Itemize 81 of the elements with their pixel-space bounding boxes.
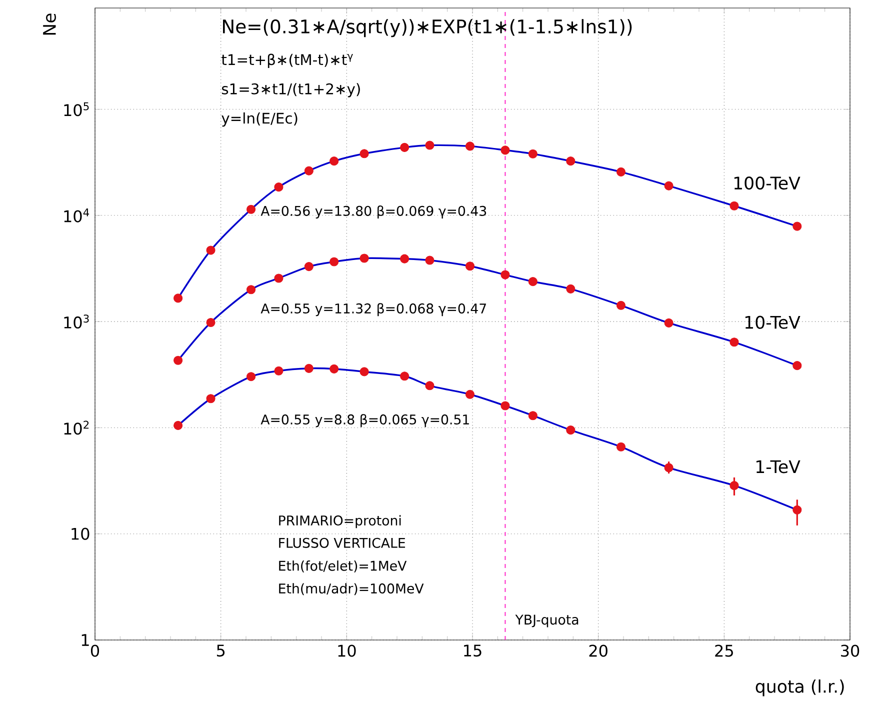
- point: [174, 421, 183, 430]
- point: [246, 372, 256, 382]
- annotation: s1=3∗t1/(t1+2∗y): [222, 83, 360, 98]
- annotation: FLUSSO VERTICALE: [279, 538, 406, 548]
- series-label: 100-TeV: [734, 176, 800, 190]
- annotation: Ne=(0.31∗A/sqrt(y))∗EXP(t1∗(1-1.5∗lns1)): [223, 19, 632, 38]
- x-tick-label: 30: [841, 644, 860, 657]
- point: [792, 361, 802, 370]
- y-tick-label: 10: [72, 528, 90, 540]
- point: [664, 181, 674, 191]
- point: [400, 143, 410, 152]
- point: [174, 356, 183, 366]
- x-axis-title: quota (l.r.): [756, 680, 844, 696]
- point: [425, 140, 434, 150]
- x-tick-label: 25: [715, 644, 733, 657]
- point: [330, 364, 339, 374]
- y-tick-label: 10$^{4}$: [64, 208, 90, 222]
- point: [500, 401, 510, 410]
- point: [465, 262, 475, 271]
- point: [360, 149, 369, 158]
- annotation: PRIMARIO=protoni: [279, 515, 401, 528]
- point: [400, 254, 410, 264]
- point: [500, 146, 510, 155]
- annotation: A=0.55 y=11.32 β=0.068 γ=0.47: [260, 303, 486, 316]
- point: [566, 284, 576, 294]
- point: [425, 256, 434, 265]
- point: [616, 301, 626, 310]
- y-tick-label: 1: [82, 634, 89, 646]
- point: [500, 270, 510, 280]
- ref-line-label: YBJ-quota: [515, 614, 578, 628]
- point: [246, 285, 256, 294]
- point: [360, 254, 369, 263]
- point: [528, 277, 538, 286]
- point: [792, 222, 802, 231]
- point: [465, 142, 475, 151]
- annotation: t1=t+β∗(tM-t)∗t$^{γ}$: [222, 54, 353, 68]
- point: [792, 506, 802, 515]
- annotation: Eth(mu/adr)=100MeV: [279, 583, 424, 596]
- point: [566, 156, 576, 166]
- point: [330, 156, 339, 166]
- annotation: Eth(fot/elet)=1MeV: [279, 560, 407, 573]
- point: [664, 463, 674, 472]
- point: [206, 246, 216, 255]
- point: [730, 338, 739, 347]
- point: [274, 274, 284, 283]
- point: [274, 366, 284, 376]
- point: [616, 442, 626, 452]
- point: [206, 318, 216, 328]
- point: [330, 257, 339, 266]
- y-tick-label: 10$^{2}$: [64, 420, 89, 435]
- point: [566, 426, 576, 435]
- point: [274, 182, 284, 192]
- x-tick-label: 15: [464, 644, 482, 657]
- point: [664, 318, 674, 328]
- x-tick-label: 20: [589, 644, 608, 657]
- point: [730, 202, 739, 211]
- y-tick-label: 10$^{5}$: [64, 102, 89, 116]
- point: [174, 294, 183, 303]
- series-label: 10-TeV: [745, 316, 800, 330]
- y-axis-title: Ne: [43, 14, 56, 35]
- point: [206, 394, 216, 404]
- point: [304, 262, 314, 272]
- point: [528, 150, 538, 159]
- annotation: A=0.56 y=13.80 β=0.069 γ=0.43: [260, 206, 486, 219]
- point: [400, 372, 410, 381]
- annotation: y=ln(E/Ec): [222, 112, 298, 127]
- series-label: 1-TeV: [756, 460, 800, 474]
- point: [360, 367, 369, 376]
- x-tick-label: 5: [216, 644, 225, 657]
- point: [425, 381, 434, 390]
- point: [304, 166, 314, 176]
- point: [528, 411, 538, 420]
- point: [730, 481, 739, 490]
- x-tick-label: 0: [90, 644, 100, 657]
- point: [246, 205, 256, 214]
- annotation: A=0.55 y=8.8 β=0.065 γ=0.51: [260, 414, 469, 428]
- x-tick-label: 10: [338, 644, 356, 657]
- point: [465, 390, 475, 400]
- point: [616, 168, 626, 177]
- y-tick-label: 10$^{3}$: [64, 314, 89, 329]
- point: [304, 364, 314, 374]
